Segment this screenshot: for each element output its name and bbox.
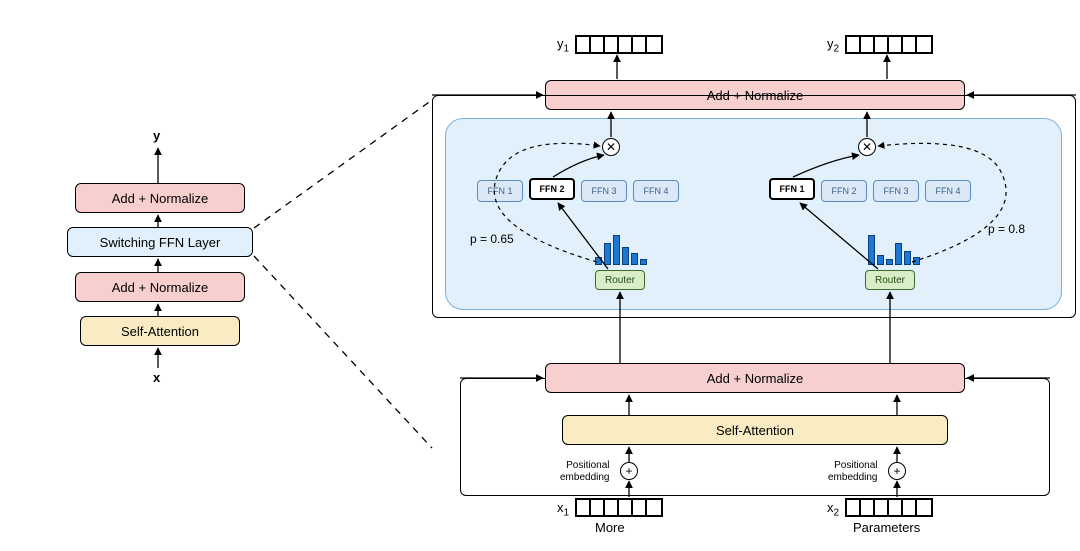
left-selfattn: Self-Attention (80, 316, 240, 346)
x2-word: Parameters (853, 520, 920, 535)
left-x-label: x (153, 370, 160, 385)
y1-tokens (575, 35, 663, 54)
t1-ffn2: FFN 2 (529, 178, 575, 200)
left-addnorm-top: Add + Normalize (75, 183, 245, 213)
t1-p: p = 0.65 (470, 232, 514, 246)
moe-region (445, 118, 1062, 310)
diagram-root: y Add + Normalize Switching FFN Layer Ad… (0, 0, 1080, 551)
t2-histogram (868, 235, 920, 265)
x1-label: x1 (557, 500, 569, 519)
y2-label: y2 (827, 36, 839, 55)
t1-ffn3: FFN 3 (581, 180, 627, 202)
t2-mult-op: ✕ (858, 138, 876, 156)
t1-router: Router (595, 270, 645, 290)
right-selfattn: Self-Attention (562, 415, 948, 445)
t2-router: Router (865, 270, 915, 290)
left-y-label: y (153, 128, 160, 143)
t1-mult-op: ✕ (602, 138, 620, 156)
right-addnorm-bot: Add + Normalize (545, 363, 965, 393)
y1-label: y1 (557, 36, 569, 55)
posemb1: Positional embedding (560, 460, 609, 484)
x2-tokens (845, 498, 933, 517)
left-switching-ffn: Switching FFN Layer (67, 227, 253, 257)
y2-tokens (845, 35, 933, 54)
posemb2: Positional embedding (828, 460, 877, 484)
posemb1-add: + (620, 462, 638, 480)
t2-ffn3: FFN 3 (873, 180, 919, 202)
t1-ffn1: FFN 1 (477, 180, 523, 202)
x1-tokens (575, 498, 663, 517)
x2-label: x2 (827, 500, 839, 519)
t2-ffn4: FFN 4 (925, 180, 971, 202)
t1-ffn4: FFN 4 (633, 180, 679, 202)
t1-histogram (595, 235, 647, 265)
t2-ffn2: FFN 2 (821, 180, 867, 202)
t2-ffn1: FFN 1 (769, 178, 815, 200)
x1-word: More (595, 520, 625, 535)
t2-p: p = 0.8 (988, 222, 1025, 236)
posemb2-add: + (888, 462, 906, 480)
left-addnorm-bot: Add + Normalize (75, 272, 245, 302)
